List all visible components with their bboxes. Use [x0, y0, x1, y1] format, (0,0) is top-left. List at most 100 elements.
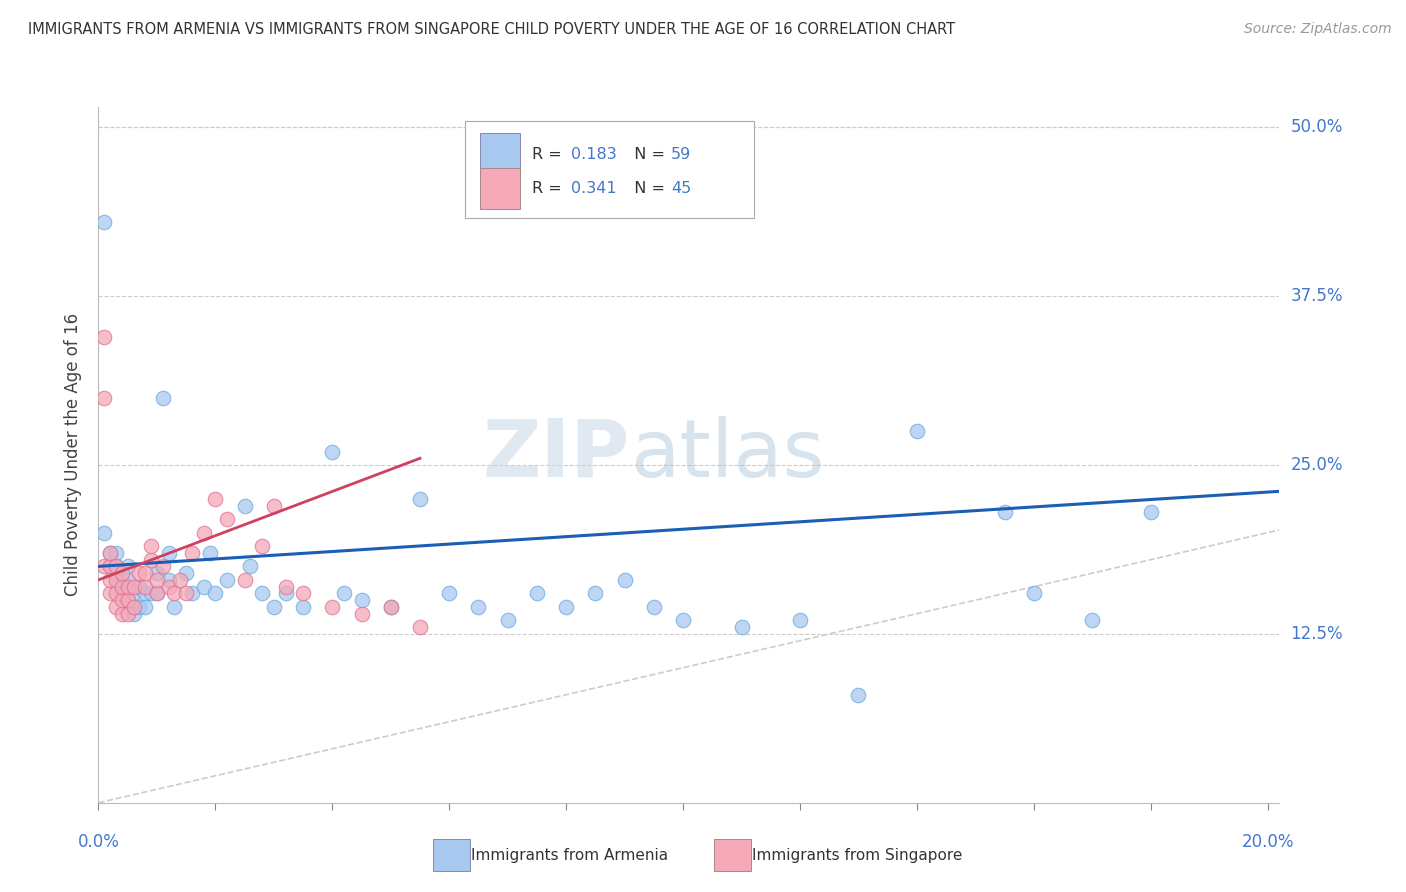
Point — [134, 586, 156, 600]
Text: 12.5%: 12.5% — [1291, 625, 1343, 643]
Text: 0.341: 0.341 — [571, 181, 616, 196]
Point — [215, 512, 238, 526]
Text: atlas: atlas — [630, 416, 824, 494]
Point — [163, 586, 186, 600]
Point — [139, 552, 162, 566]
Point — [104, 546, 127, 560]
Point — [93, 391, 115, 405]
Point — [122, 599, 145, 614]
Point — [204, 491, 226, 506]
Point — [134, 580, 156, 594]
Point — [321, 599, 343, 614]
Text: N =: N = — [624, 181, 671, 196]
Point — [350, 607, 373, 621]
Point — [174, 586, 197, 600]
Point — [409, 620, 432, 634]
Text: 0.0%: 0.0% — [77, 833, 120, 851]
Point — [117, 559, 139, 574]
Point — [380, 599, 402, 614]
Point — [146, 586, 169, 600]
Point — [134, 566, 156, 581]
Point — [380, 599, 402, 614]
Point — [1022, 586, 1045, 600]
Point — [193, 525, 215, 540]
Point — [98, 573, 121, 587]
Point — [98, 586, 121, 600]
Point — [274, 580, 297, 594]
Point — [1081, 614, 1104, 628]
Point — [905, 424, 928, 438]
Point — [157, 573, 180, 587]
Point — [848, 688, 870, 702]
Point — [496, 614, 519, 628]
Text: 37.5%: 37.5% — [1291, 287, 1343, 305]
Point — [672, 614, 695, 628]
Point — [128, 599, 150, 614]
Text: 0.183: 0.183 — [571, 146, 617, 161]
Point — [994, 505, 1017, 519]
Point — [134, 599, 156, 614]
Point — [274, 586, 297, 600]
Point — [250, 586, 273, 600]
Point — [104, 559, 127, 574]
Point — [152, 559, 174, 574]
Point — [204, 586, 226, 600]
Point — [98, 546, 121, 560]
Point — [239, 559, 262, 574]
Point — [526, 586, 548, 600]
Point — [122, 586, 145, 600]
Point — [139, 539, 162, 553]
Point — [583, 586, 606, 600]
Point — [467, 599, 489, 614]
Text: 59: 59 — [671, 146, 692, 161]
Text: 50.0%: 50.0% — [1291, 119, 1343, 136]
Point — [117, 593, 139, 607]
Text: R =: R = — [531, 181, 567, 196]
Point — [643, 599, 665, 614]
Point — [198, 546, 221, 560]
FancyBboxPatch shape — [479, 169, 520, 210]
Text: 45: 45 — [671, 181, 692, 196]
Point — [174, 566, 197, 581]
Point — [122, 580, 145, 594]
Point — [111, 580, 134, 594]
Text: N =: N = — [624, 146, 671, 161]
Point — [139, 586, 162, 600]
Text: 20.0%: 20.0% — [1241, 833, 1294, 851]
Point — [104, 599, 127, 614]
Point — [152, 391, 174, 405]
Y-axis label: Child Poverty Under the Age of 16: Child Poverty Under the Age of 16 — [65, 313, 83, 597]
Point — [193, 580, 215, 594]
Text: Source: ZipAtlas.com: Source: ZipAtlas.com — [1244, 22, 1392, 37]
Point — [169, 573, 191, 587]
Point — [181, 586, 204, 600]
Point — [292, 599, 315, 614]
Text: 25.0%: 25.0% — [1291, 456, 1343, 474]
Text: Immigrants from Singapore: Immigrants from Singapore — [752, 848, 963, 863]
Point — [111, 607, 134, 621]
Point — [333, 586, 356, 600]
Point — [104, 586, 127, 600]
Point — [292, 586, 315, 600]
Point — [250, 539, 273, 553]
Point — [163, 599, 186, 614]
Point — [93, 329, 115, 343]
Point — [730, 620, 752, 634]
Point — [111, 573, 134, 587]
Point — [439, 586, 461, 600]
Text: R =: R = — [531, 146, 567, 161]
Point — [98, 559, 121, 574]
Point — [128, 580, 150, 594]
Point — [555, 599, 578, 614]
Point — [146, 573, 169, 587]
Point — [93, 525, 115, 540]
Point — [122, 607, 145, 621]
Point — [93, 559, 115, 574]
Point — [409, 491, 432, 506]
Point — [98, 559, 121, 574]
Point — [104, 573, 127, 587]
Point — [233, 499, 256, 513]
Point — [157, 580, 180, 594]
Point — [93, 215, 115, 229]
Point — [146, 586, 169, 600]
